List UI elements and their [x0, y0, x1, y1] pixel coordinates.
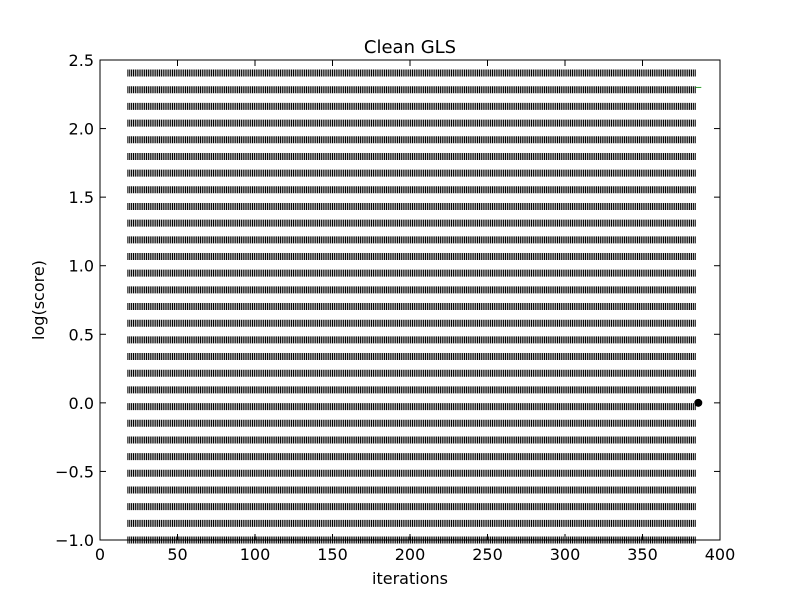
- tick-mark-row-6: [127, 436, 696, 444]
- series-0-point-0: [694, 398, 703, 407]
- x-tick-label-5: 250: [472, 545, 503, 564]
- tick-mark-row-22: [127, 169, 696, 177]
- tick-mark-row-21: [127, 186, 696, 194]
- x-tick-label-0: 0: [95, 545, 105, 564]
- tick-mark-row-9: [127, 386, 696, 394]
- x-axis: 0 50 100 150 200 250 300 350 400: [95, 60, 735, 564]
- chart-title: Clean GLS: [364, 37, 456, 58]
- tick-mark-row-20: [127, 202, 696, 210]
- y-tick-label-6: 2.0: [69, 120, 94, 139]
- tick-mark-row-23: [127, 152, 696, 160]
- tick-mark-row-3: [127, 486, 696, 494]
- tick-mark-row-24: [127, 136, 696, 144]
- x-tick-label-2: 100: [240, 545, 271, 564]
- y-axis: −1.0 −0.5 0.0 0.5 1.0 1.5 2.0 2.5: [55, 51, 720, 550]
- x-tick-label-4: 200: [395, 545, 426, 564]
- x-axis-label: iterations: [372, 569, 448, 588]
- axes-frame: [99, 59, 721, 541]
- y-tick-label-7: 2.5: [69, 51, 94, 70]
- dense-tick-marks: [127, 69, 696, 544]
- y-tick-label-5: 1.5: [69, 188, 94, 207]
- y-tick-label-0: −1.0: [55, 531, 94, 550]
- x-tick-label-7: 350: [627, 545, 658, 564]
- tick-mark-row-15: [127, 286, 696, 294]
- tick-mark-row-10: [127, 369, 696, 377]
- tick-mark-row-8: [127, 403, 696, 411]
- tick-mark-row-19: [127, 219, 696, 227]
- y-axis-label: log(score): [29, 260, 48, 340]
- tick-mark-row-1: [127, 519, 696, 527]
- tick-mark-row-12: [127, 336, 696, 344]
- tick-mark-row-13: [127, 319, 696, 327]
- y-tick-label-4: 1.0: [69, 257, 94, 276]
- tick-mark-row-28: [127, 69, 696, 77]
- tick-mark-row-4: [127, 469, 696, 477]
- tick-mark-row-16: [127, 269, 696, 277]
- x-tick-label-3: 150: [317, 545, 348, 564]
- y-tick-label-2: 0.0: [69, 394, 94, 413]
- tick-mark-row-2: [127, 503, 696, 511]
- tick-mark-row-18: [127, 236, 696, 244]
- x-tick-label-6: 300: [550, 545, 581, 564]
- tick-mark-row-17: [127, 253, 696, 260]
- x-tick-label-1: 50: [167, 545, 187, 564]
- tick-mark-row-14: [127, 303, 696, 311]
- series-layer: [694, 86, 703, 407]
- y-tick-label-1: −0.5: [55, 462, 94, 481]
- y-tick-label-3: 0.5: [69, 325, 94, 344]
- tick-mark-row-25: [127, 119, 696, 127]
- tick-mark-row-26: [127, 102, 696, 110]
- tick-mark-row-5: [127, 453, 696, 461]
- tick-mark-row-7: [127, 419, 696, 427]
- tick-mark-row-11: [127, 353, 696, 361]
- tick-mark-row-27: [127, 86, 696, 94]
- x-tick-label-8: 400: [705, 545, 736, 564]
